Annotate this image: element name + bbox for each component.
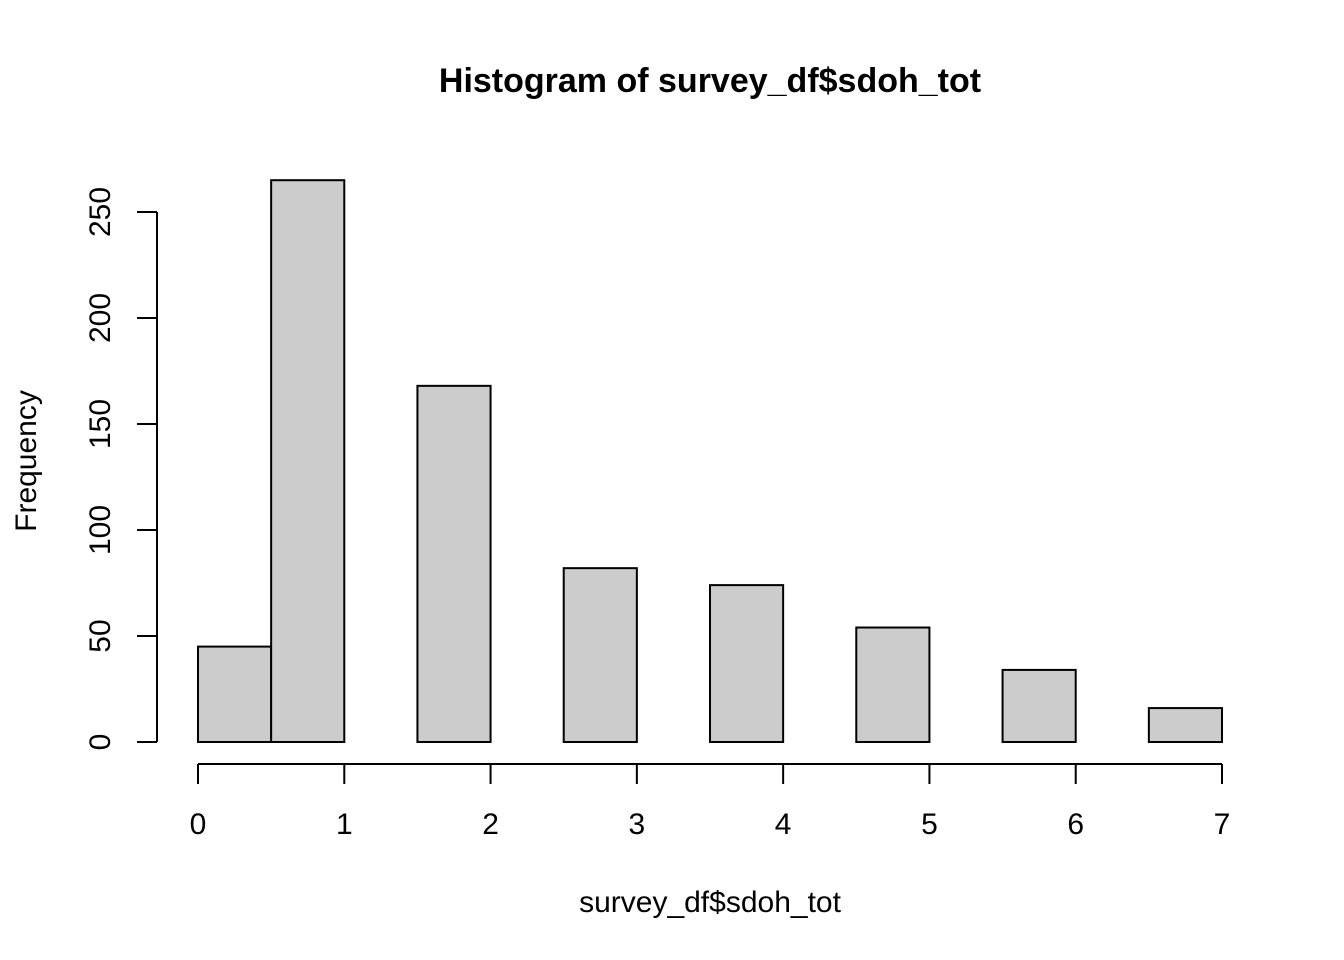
x-tick-label: 0 — [190, 808, 207, 841]
y-tick-label: 50 — [84, 619, 117, 652]
histogram-bars — [197, 179, 1224, 744]
histogram-bar — [197, 645, 273, 743]
x-tick-label: 4 — [775, 808, 792, 841]
y-tick-label: 100 — [84, 505, 117, 555]
x-tick-label: 5 — [921, 808, 938, 841]
y-axis-label: Frequency — [10, 390, 43, 532]
y-tick-label: 200 — [84, 293, 117, 343]
histogram-bar — [709, 584, 785, 743]
y-tick-label: 0 — [84, 734, 117, 751]
histogram-bar — [562, 567, 638, 743]
histogram-bar — [270, 179, 346, 743]
x-axis: 0 1 2 3 4 5 6 7 — [190, 763, 1231, 841]
y-axis: 0 50 100 150 200 250 — [84, 187, 158, 751]
histogram-bar — [416, 384, 492, 743]
x-axis-label: survey_df$sdoh_tot — [579, 886, 842, 919]
x-tick-label: 3 — [629, 808, 646, 841]
x-tick-label: 1 — [336, 808, 353, 841]
histogram-bar — [1147, 707, 1224, 744]
x-tick-label: 2 — [482, 808, 499, 841]
histogram-bar — [855, 626, 931, 744]
x-tick-label: 6 — [1067, 808, 1084, 841]
chart-title: Histogram of survey_df$sdoh_tot — [439, 62, 981, 100]
x-tick-label: 7 — [1214, 808, 1231, 841]
histogram-bar — [1001, 668, 1077, 743]
y-tick-label: 250 — [84, 187, 117, 237]
y-tick-label: 150 — [84, 399, 117, 449]
